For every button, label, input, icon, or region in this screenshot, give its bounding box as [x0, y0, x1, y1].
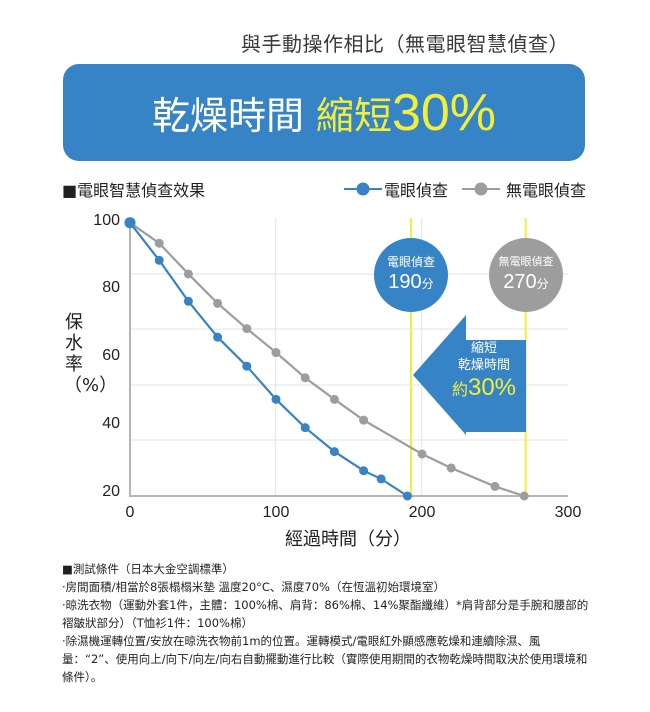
data-point: [124, 217, 136, 229]
series-with-sensor: [124, 217, 412, 501]
data-point: [359, 415, 369, 425]
axes: [129, 218, 568, 497]
arrow-prefix: 約: [451, 380, 468, 399]
data-point: [183, 296, 193, 306]
banner-drying-time: 乾燥時間: [151, 94, 304, 138]
data-point: [402, 491, 412, 501]
x-tick-200: 200: [408, 504, 436, 521]
headline-banner: 乾燥時間 縮短 30%: [63, 64, 585, 161]
notes-heading: ■測試條件（日本大金空調標準）: [62, 562, 234, 576]
legend-label-without-sensor: 無電眼偵查: [505, 181, 586, 200]
reduction-arrow-icon: [413, 315, 526, 435]
data-point: [154, 238, 164, 248]
data-point: [213, 332, 223, 342]
data-point: [417, 449, 427, 459]
banner-percent: 30%: [391, 83, 497, 142]
series-without-sensor: [124, 217, 529, 501]
data-point: [271, 348, 281, 358]
legend-item-without-sensor: 無電眼偵查: [461, 177, 586, 201]
data-point: [154, 255, 164, 265]
data-point: [446, 463, 456, 473]
data-point: [300, 373, 310, 383]
x-tick-100: 100: [262, 504, 290, 521]
comparison-subtitle: 與手動操作相比（無電眼智慧偵查）: [241, 32, 569, 56]
callout-without-sensor: 無電眼偵查 270分: [489, 238, 563, 312]
callout-without-sensor-label: 無電眼偵查: [498, 255, 554, 268]
x-axis-label: 經過時間（分）: [285, 529, 411, 550]
data-point: [271, 394, 281, 404]
note-operation: ‧除濕機運轉位置/安放在晾洗衣物前1m的位置。運轉模式/電眼紅外顯感應乾燥和連續…: [62, 634, 588, 684]
data-point: [242, 324, 252, 334]
callout-with-sensor-unit: 分: [421, 277, 434, 291]
data-point: [213, 298, 223, 308]
data-point: [183, 269, 193, 279]
arrow-line1: 縮短: [470, 341, 497, 356]
data-point: [329, 447, 339, 457]
legend-blue-line-marker-icon: [343, 182, 382, 196]
legend-label-with-sensor: 電眼偵查: [383, 181, 448, 200]
data-point: [359, 466, 369, 476]
test-conditions-notes: ■測試條件（日本大金空調標準） ‧房間面積/相當於8張榻榻米墊 溫度20°C、濕…: [62, 560, 592, 686]
reduction-arrow-label: 縮短 乾燥時間 約30%: [446, 340, 522, 404]
y-tick-60: 60: [102, 347, 120, 364]
callout-with-sensor-label: 電眼偵查: [386, 255, 435, 269]
note-laundry: ‧晾洗衣物（運動外套1件，主體：100%棉、肩背：86%棉、14%聚酯纖維）*肩…: [62, 598, 589, 630]
x-tick-0: 0: [125, 504, 135, 521]
callout-without-sensor-value: 270: [503, 271, 537, 293]
callout-with-sensor-value: 190: [388, 271, 422, 293]
banner-reduce: 縮短: [315, 94, 392, 138]
legend-item-with-sensor: 電眼偵查: [343, 177, 448, 201]
data-point: [329, 394, 339, 404]
data-point: [519, 491, 529, 501]
data-point: [300, 423, 310, 433]
y-tick-40: 40: [102, 415, 120, 432]
legend-gray-line-marker-icon: [461, 182, 500, 196]
data-point: [376, 474, 386, 484]
note-room: ‧房間面積/相當於8張榻榻米墊 溫度20°C、濕度70%（在恆溫初始環境室）: [62, 580, 445, 594]
chart-legend: 電眼偵查 無電眼偵查: [330, 177, 586, 201]
arrow-percent: 30%: [467, 374, 517, 401]
y-tick-100: 100: [93, 212, 120, 229]
y-tick-20: 20: [102, 483, 120, 500]
data-point: [242, 361, 252, 371]
arrow-line2: 乾燥時間: [457, 358, 510, 373]
x-tick-300: 300: [554, 504, 582, 521]
chart-title: ■電眼智慧偵查效果: [62, 181, 206, 200]
data-point: [490, 481, 500, 491]
callout-with-sensor: 電眼偵查 190分: [374, 238, 448, 312]
y-tick-80: 80: [102, 279, 120, 296]
callout-without-sensor-unit: 分: [536, 277, 549, 291]
